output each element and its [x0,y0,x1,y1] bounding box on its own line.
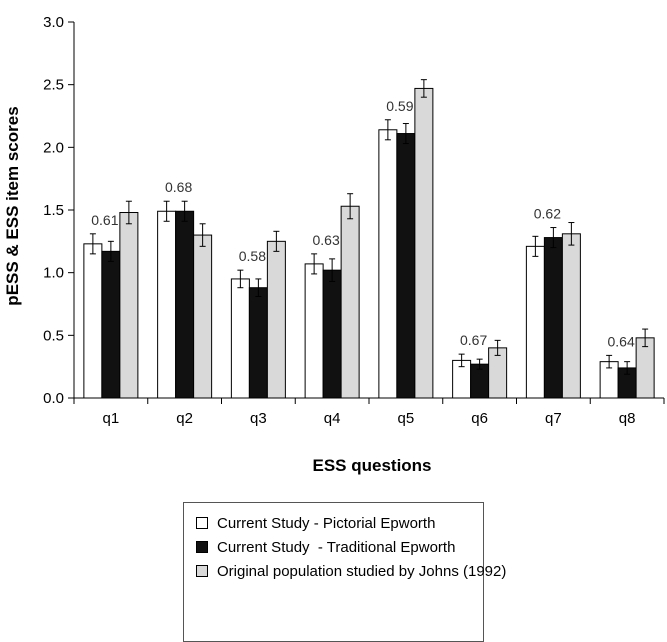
y-axis-title: pESS & ESS item scores [3,106,22,305]
legend-item-johns: Original population studied by Johns (19… [196,559,506,583]
data-label-q8: 0.64 [608,333,635,349]
bar-johns-q3 [266,240,286,399]
bar-pictorial-q3 [230,278,250,399]
x-tick-label: q1 [103,410,120,427]
bar-johns-q4 [340,205,360,399]
x-axis-title: ESS questions [312,456,431,475]
x-tick-label: q2 [176,410,193,427]
y-axis: 0.0 0.5 1.0 1.5 2.0 2.5 3.0 [43,14,75,407]
y-tick-label: 3.0 [43,14,64,31]
x-tick-label: q4 [324,410,341,427]
bar-traditional-q3 [248,287,268,399]
bar-traditional-q4 [322,269,342,399]
data-label-q1: 0.61 [91,212,118,228]
y-tick-label: 1.5 [43,202,64,219]
bar-johns-q2 [193,234,213,399]
x-tick-label: q5 [398,410,415,427]
bar-johns-q1 [119,212,139,399]
bar-pictorial-q5 [378,129,398,399]
y-tick-label: 2.5 [43,77,64,94]
y-tick-label: 1.0 [43,265,64,282]
bar-chart: 0.00.51.01.52.02.53.0 0.610.680.580.630.… [3,14,665,475]
y-tick-label: 0.0 [43,390,64,407]
x-axis: q1 q2 q3 q4 q5 q6 q7 q8 [73,397,665,427]
bar-johns-q5 [414,87,434,399]
bar-traditional-q2 [175,210,195,399]
legend-item-pictorial: Current Study - Pictorial Epworth [196,511,483,535]
bar-traditional-q1 [101,250,121,399]
x-tick-label: q3 [250,410,267,427]
bar-pictorial-q4 [304,263,324,399]
legend-label-johns: Original population studied by Johns (19… [217,562,507,580]
bar-pictorial-q1 [83,243,103,399]
legend-label-traditional: Current Study - Traditional Epworth [217,538,456,556]
error-bars [89,79,649,375]
data-label-q4: 0.63 [313,232,340,248]
legend-swatch-johns [196,565,208,577]
data-label-q2: 0.68 [165,179,192,195]
y-tick-label: 0.5 [43,327,64,344]
data-label-q7: 0.62 [534,206,561,222]
bar-traditional-q7 [543,237,563,399]
data-labels: 0.61 0.68 0.58 0.63 0.59 0.67 0.62 0.64 [91,98,635,350]
legend: Current Study - Pictorial Epworth Curren… [183,502,506,642]
bar-pictorial-q2 [157,210,177,399]
legend-swatch-pictorial [196,517,208,529]
bar-traditional-q5 [396,133,416,399]
bar-pictorial-q7 [525,245,545,399]
y-tick-label: 2.0 [43,139,64,156]
x-tick-label: q6 [471,410,488,427]
data-label-q5: 0.59 [386,98,413,114]
data-label-q3: 0.58 [239,248,266,264]
legend-label-pictorial: Current Study - Pictorial Epworth [217,514,436,532]
x-tick-label: q7 [545,410,562,427]
x-tick-label: q8 [619,410,636,427]
bars [83,87,655,399]
bar-johns-q7 [561,233,581,399]
legend-swatch-traditional [196,541,208,553]
legend-item-traditional: Current Study - Traditional Epworth [196,535,483,559]
data-label-q6: 0.67 [460,332,487,348]
